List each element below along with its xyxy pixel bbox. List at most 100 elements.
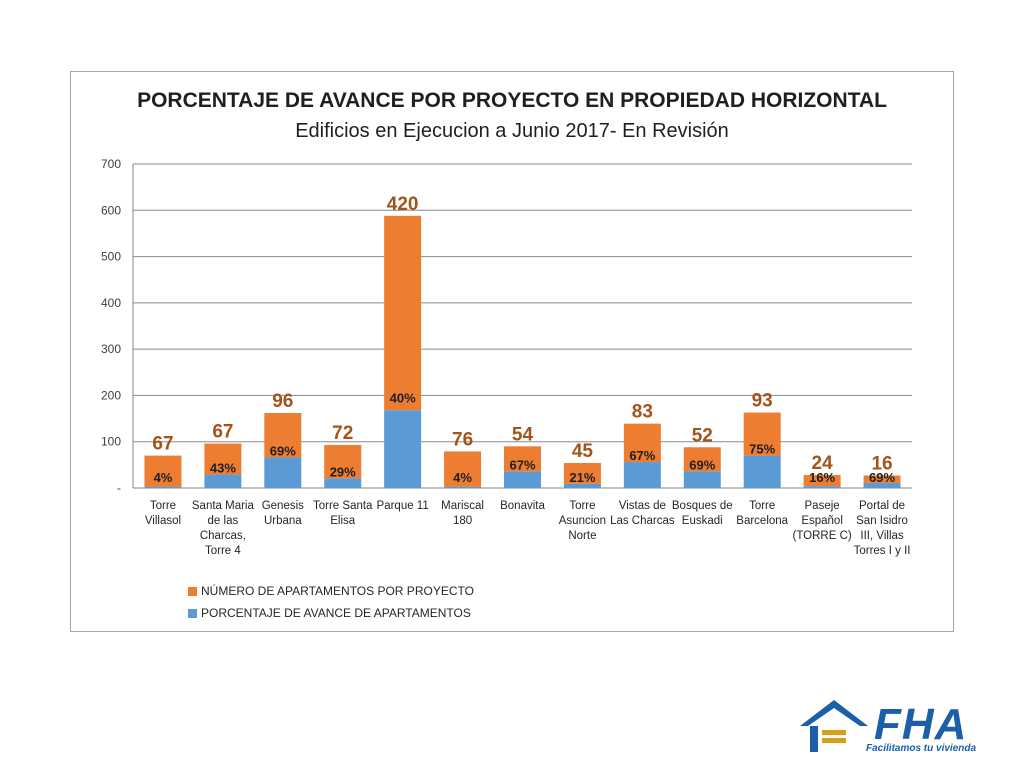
x-tick-label: Torre <box>150 500 176 512</box>
x-tick-label: Charcas, <box>200 530 246 542</box>
x-tick-label: Villasol <box>145 515 181 527</box>
bar-progress <box>623 462 661 488</box>
x-tick-label: Norte <box>568 530 596 542</box>
bar-progress <box>324 478 362 488</box>
x-tick-label: Euskadi <box>682 515 723 527</box>
data-label-apartments: 16 <box>871 454 892 475</box>
data-label-progress: 21% <box>569 470 595 485</box>
chart-legend: NÚMERO DE APARTAMENTOS POR PROYECTO PORC… <box>188 580 474 624</box>
data-label-apartments: 54 <box>512 424 534 445</box>
data-label-apartments: 52 <box>692 425 713 446</box>
bar-progress <box>504 471 541 488</box>
x-tick-label: Portal de <box>859 500 905 512</box>
legend-label-progress: PORCENTAJE DE AVANCE DE APARTAMENTOS <box>201 606 471 620</box>
bar-progress <box>803 486 841 488</box>
legend-item-apartments: NÚMERO DE APARTAMENTOS POR PROYECTO <box>188 580 474 602</box>
y-tick-label: 700 <box>101 157 121 171</box>
x-tick-label: Barcelona <box>736 515 788 527</box>
data-label-apartments: 67 <box>212 422 233 443</box>
x-tick-label: Torre <box>569 500 595 512</box>
x-tick-label: III, Villas <box>860 530 903 542</box>
bar-apartments <box>563 463 601 484</box>
bar-progress <box>144 486 182 488</box>
chart-subtitle: Edificios en Ejecucion a Junio 2017- En … <box>295 120 729 142</box>
x-tick-label: Torre Santa <box>313 500 373 512</box>
y-tick-label: 300 <box>101 342 121 356</box>
data-label-apartments: 72 <box>332 423 353 444</box>
bar-progress <box>444 486 482 488</box>
house-logo-icon <box>800 700 868 752</box>
legend-swatch-orange <box>188 586 197 596</box>
chart-title: PORCENTAJE DE AVANCE POR PROYECTO EN PRO… <box>137 89 887 112</box>
bar-progress <box>264 457 302 488</box>
data-label-progress: 4% <box>154 470 173 485</box>
bar-progress <box>863 482 901 488</box>
data-label-progress: 67% <box>629 448 655 463</box>
bar-progress <box>563 483 601 488</box>
bar-progress <box>384 410 422 488</box>
x-tick-label: Urbana <box>264 515 302 527</box>
bar-apartments <box>444 451 482 487</box>
data-label-progress: 43% <box>210 461 236 476</box>
bar-progress <box>743 455 781 488</box>
x-tick-label: 180 <box>453 515 472 527</box>
x-tick-label: Mariscal <box>441 500 484 512</box>
x-tick-label: Genesis <box>262 500 304 512</box>
y-tick-label: 100 <box>101 435 121 449</box>
data-label-apartments: 24 <box>812 453 834 474</box>
data-label-progress: 4% <box>453 470 472 485</box>
data-label-apartments: 420 <box>387 194 419 215</box>
bar-apartments <box>863 475 901 483</box>
x-tick-label: Bosques de <box>672 500 733 512</box>
data-label-apartments: 76 <box>452 429 473 450</box>
bar-progress <box>683 471 721 488</box>
bar-apartments <box>264 413 302 458</box>
y-tick-label: 500 <box>101 250 121 264</box>
data-label-progress: 69% <box>689 457 715 472</box>
x-tick-label: de las <box>208 515 239 527</box>
x-tick-label: Paseje <box>805 500 840 512</box>
legend-swatch-blue <box>188 608 197 618</box>
data-label-progress: 16% <box>809 470 835 485</box>
data-label-progress: 40% <box>390 390 416 405</box>
x-tick-label: Bonavita <box>500 500 545 512</box>
bar-progress <box>204 474 242 488</box>
legend-item-progress: PORCENTAJE DE AVANCE DE APARTAMENTOS <box>188 602 474 624</box>
bar-apartments <box>324 444 362 479</box>
data-label-apartments: 45 <box>572 441 594 462</box>
data-label-apartments: 83 <box>632 402 653 423</box>
y-tick-label: - <box>117 481 121 495</box>
x-tick-label: Elisa <box>330 515 356 527</box>
x-tick-label: Torre <box>749 500 775 512</box>
data-label-progress: 69% <box>270 443 296 458</box>
bar-apartments <box>204 443 242 475</box>
data-label-progress: 67% <box>509 457 535 472</box>
x-tick-label: Vistas de <box>619 500 666 512</box>
bar-apartments <box>683 447 721 472</box>
bar-apartments <box>623 423 661 463</box>
legend-label-apartments: NÚMERO DE APARTAMENTOS POR PROYECTO <box>201 584 474 598</box>
bar-apartments <box>144 455 182 487</box>
data-label-apartments: 67 <box>152 434 173 455</box>
bar-apartments <box>803 475 841 487</box>
logo-tagline: Facilitamos tu vivienda <box>866 743 977 754</box>
x-tick-label: (TORRE C) <box>793 530 852 542</box>
x-tick-label: Santa Maria <box>192 500 255 512</box>
data-label-progress: 75% <box>749 442 775 457</box>
x-tick-label: Torre 4 <box>205 545 241 557</box>
x-tick-label: Parque 11 <box>377 500 429 512</box>
y-tick-label: 600 <box>101 203 121 217</box>
data-label-progress: 29% <box>330 464 356 479</box>
bar-apartments <box>384 215 422 411</box>
x-tick-label: Las Charcas <box>610 515 675 527</box>
data-label-progress: 69% <box>869 470 895 485</box>
x-tick-label: Torres I y II <box>854 545 911 557</box>
y-tick-label: 400 <box>101 296 121 310</box>
data-label-apartments: 96 <box>272 391 293 412</box>
y-tick-label: 200 <box>101 388 121 402</box>
logo-text: FHA <box>874 700 968 749</box>
bar-apartments <box>743 412 781 456</box>
x-tick-label: Español <box>801 515 843 527</box>
x-tick-label: San Isidro <box>856 515 908 527</box>
